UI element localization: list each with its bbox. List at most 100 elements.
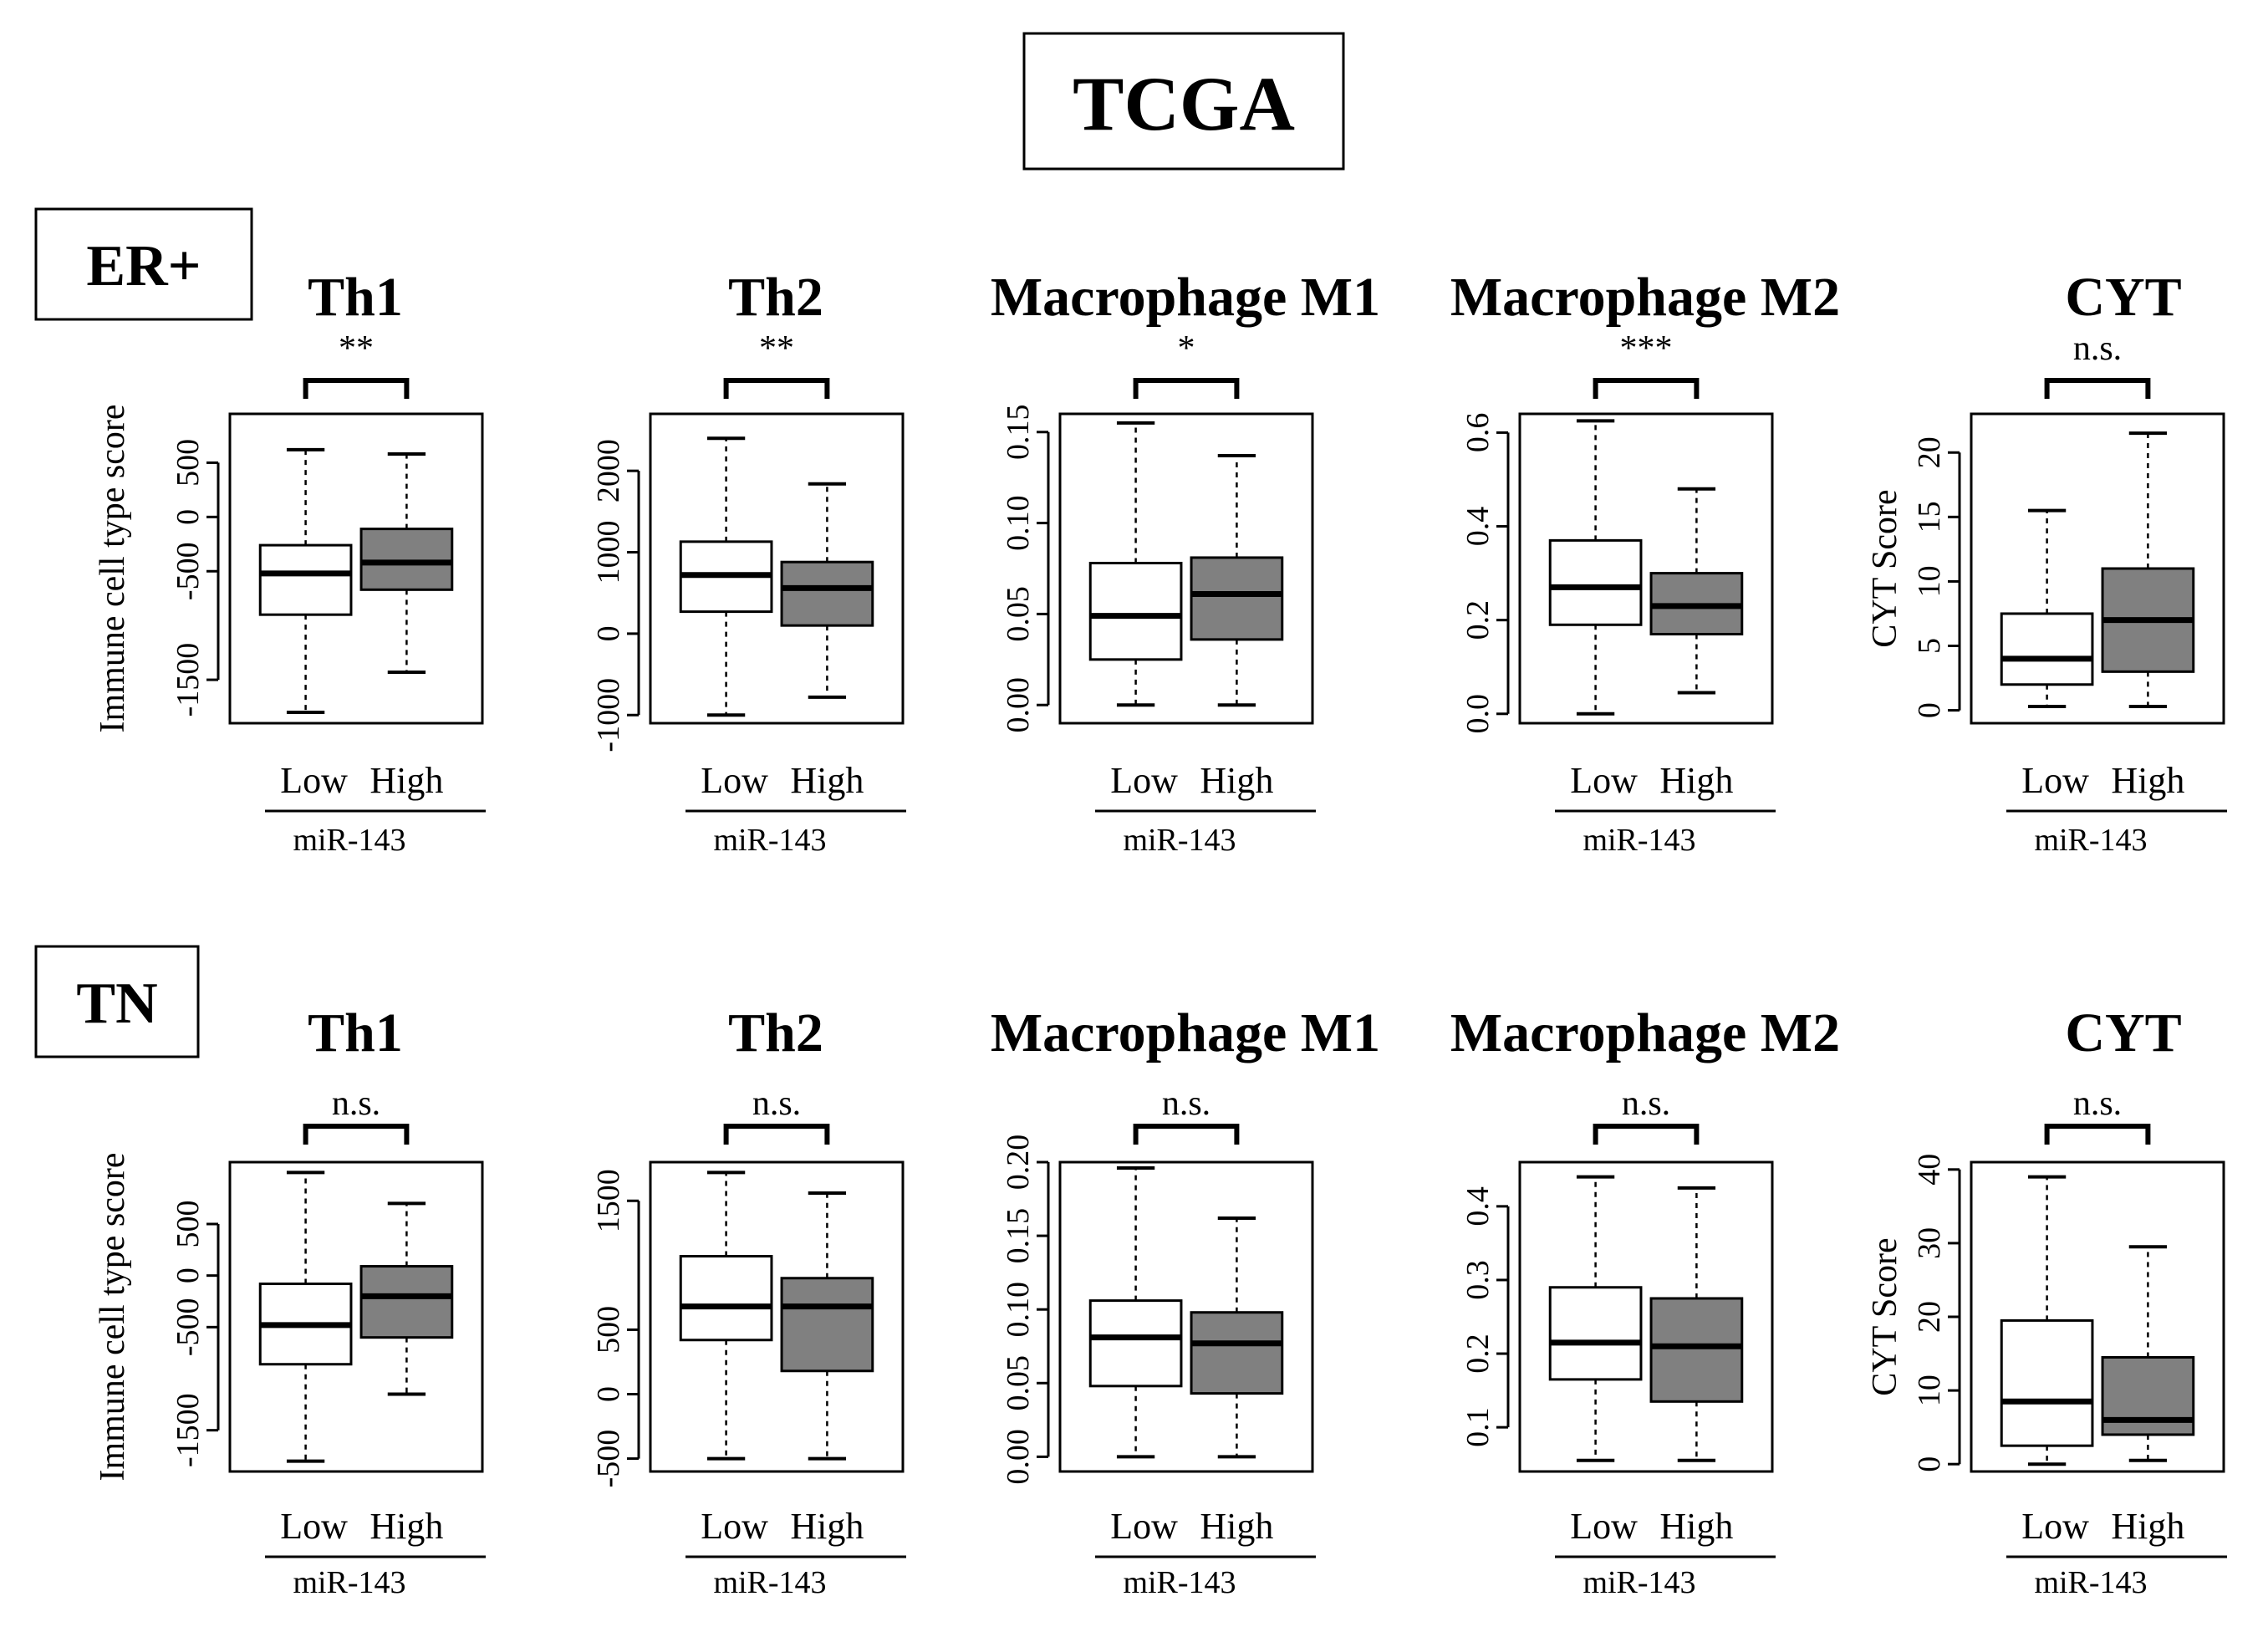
tn-panel-4-significance: n.s. bbox=[1622, 1084, 1670, 1123]
er-pos-panel-1-y-tick-label: 0 bbox=[171, 509, 206, 525]
tn-panel-1-plot-frame bbox=[228, 1160, 484, 1473]
tn-panel-4-y-tick-label: 0.3 bbox=[1460, 1260, 1496, 1300]
er-pos-panel-1-low-box bbox=[258, 543, 353, 616]
er-pos-panel-4-plot-frame bbox=[1518, 412, 1774, 725]
tn-panel-5-y-tick-label: 30 bbox=[1912, 1227, 1947, 1259]
tn-panel-5-x-axis-label: miR-143 bbox=[2034, 1565, 2147, 1600]
er-pos-panel-3-high-box bbox=[1190, 556, 1284, 641]
tn-panel-4-x-axis-label: miR-143 bbox=[1583, 1565, 1695, 1600]
tn-panel-5-y-tick-label: 20 bbox=[1912, 1301, 1947, 1333]
main-title: TCGA bbox=[1073, 61, 1295, 146]
er-pos-panel-2-y-tick-label: 1000 bbox=[591, 521, 626, 584]
er-pos-panel-5-significance-bracket bbox=[2044, 378, 2151, 399]
er-pos-panel-5-category-low: Low bbox=[2021, 760, 2089, 801]
er-pos-panel-3-significance-bracket bbox=[1133, 378, 1240, 399]
tn-panel-5-category-low: Low bbox=[2021, 1506, 2089, 1547]
er-pos-panel-2-y-tick-label: -1000 bbox=[591, 678, 626, 752]
tn-panel-3-low-box bbox=[1088, 1299, 1183, 1388]
tn-panel-1-chart: Th1 n.s. -1500 -500 0 500 Immune cell type sco… bbox=[94, 1002, 486, 1600]
tn-panel-1-category-high: High bbox=[370, 1506, 443, 1547]
er-pos-panel-5-y-axis-label: CYT Score bbox=[1866, 489, 1904, 647]
tn-panel-5-significance-bracket bbox=[2044, 1124, 2151, 1145]
tn-panel-4-low-box bbox=[1548, 1286, 1643, 1381]
er-pos-panel-3-title: Macrophage M1 bbox=[991, 267, 1380, 328]
er-pos-panel-4-significance-bracket bbox=[1593, 378, 1700, 399]
er-pos-panel-2-significance-bracket bbox=[723, 378, 830, 399]
tn-panel-3-y-tick-label: 0.20 bbox=[1001, 1135, 1036, 1191]
tn-panel-3-chart: Macrophage M1 n.s. 0.00 0.05 0.10 0.15 0.20 Low… bbox=[991, 1002, 1380, 1600]
er-pos-panel-4-y-tick-label: 0.0 bbox=[1460, 694, 1496, 734]
er-pos-panel-5-low-box bbox=[2000, 612, 2094, 686]
tn-panel-4-y-tick-label: 0.1 bbox=[1460, 1407, 1496, 1447]
tn-panel-2-low-box bbox=[679, 1255, 773, 1342]
tn-panel-1-x-axis-label: miR-143 bbox=[293, 1565, 405, 1600]
tn-panel-3-y-tick-label: 0.10 bbox=[1001, 1282, 1036, 1338]
er-pos-panel-3-y-tick-label: 0.10 bbox=[1001, 495, 1036, 551]
tn-panel-1-y-tick-label: 500 bbox=[171, 1201, 206, 1248]
er-pos-panel-3-y-tick-label: 0.15 bbox=[1001, 405, 1036, 461]
er-pos-panel-5-y-tick-label: 5 bbox=[1912, 638, 1947, 654]
er-pos-panel-1-chart: Th1** -1500 -500 0 500 Immune cell type score… bbox=[94, 267, 486, 858]
er-pos-panel-1-category-low: Low bbox=[280, 760, 348, 801]
er-pos-panel-1-y-axis-label: Immune cell type score bbox=[94, 404, 132, 732]
tn-panel-1-y-tick-label: -500 bbox=[171, 1298, 206, 1357]
tn-panel-1-significance-bracket bbox=[303, 1124, 410, 1145]
er-pos-panel-4-y-tick-label: 0.2 bbox=[1460, 600, 1496, 640]
er-pos-panel-3-x-axis-label: miR-143 bbox=[1123, 823, 1236, 858]
tn-panel-4-high-box bbox=[1649, 1297, 1744, 1403]
er-pos-panel-5-plot-frame bbox=[1970, 412, 2225, 725]
tn-panel-5-y-tick-label: 40 bbox=[1912, 1154, 1947, 1186]
er-pos-panel-1-x-axis-label: miR-143 bbox=[293, 823, 405, 858]
tn-panel-5-y-tick-label: 0 bbox=[1912, 1456, 1947, 1472]
er-pos-panel-1-y-tick-label: -500 bbox=[171, 542, 206, 600]
er-pos-panel-3-chart: Macrophage M1* 0.00 0.05 0.10 0.15 Low High miR… bbox=[991, 267, 1380, 858]
tn-panel-5-y-axis-label: CYT Score bbox=[1866, 1237, 1904, 1395]
tn-panel-3-y-tick-label: 0.00 bbox=[1001, 1429, 1036, 1485]
er-pos-panel-4-category-low: Low bbox=[1570, 760, 1638, 801]
tn-panel-2-significance: n.s. bbox=[752, 1084, 801, 1123]
tn-panel-4-y-tick-label: 0.2 bbox=[1460, 1334, 1496, 1374]
er-pos-group-label: ER+ bbox=[86, 234, 201, 298]
tn-panel-4-significance-bracket bbox=[1593, 1124, 1700, 1145]
tn-panel-4-chart: Macrophage M2 n.s. 0.1 0.2 0.3 0.4 Low High miR-… bbox=[1450, 1002, 1840, 1600]
tn-panel-1-high-box bbox=[359, 1265, 454, 1339]
tn-panel-1-y-tick-label: 0 bbox=[171, 1267, 206, 1283]
tn-panel-3-high-box bbox=[1190, 1311, 1284, 1395]
er-pos-panel-4-title: Macrophage M2 bbox=[1450, 267, 1840, 328]
tn-panel-2-y-tick-label: 1500 bbox=[591, 1169, 626, 1232]
tn-panel-5-y-tick-label: 10 bbox=[1912, 1375, 1947, 1406]
er-pos-panel-2-x-axis-label: miR-143 bbox=[713, 823, 826, 858]
er-pos-panel-5-significance: n.s. bbox=[2073, 329, 2122, 368]
er-pos-panel-1-high-box bbox=[359, 528, 454, 591]
tn-panel-5-low-box bbox=[2000, 1318, 2094, 1447]
er-pos-panel-2-y-tick-label: 2000 bbox=[591, 439, 626, 502]
tn-panel-5-title: CYT bbox=[2065, 1002, 2181, 1063]
tn-panel-4-plot-frame bbox=[1518, 1160, 1774, 1473]
tn-panel-3-plot-frame bbox=[1058, 1160, 1314, 1473]
tn-panel-4-category-high: High bbox=[1659, 1506, 1733, 1547]
tn-panel-2-y-tick-label: 500 bbox=[591, 1306, 626, 1354]
tn-group-label-box bbox=[34, 945, 200, 1058]
tn-group-label: TN bbox=[76, 972, 157, 1036]
tn-panel-1-category-low: Low bbox=[280, 1506, 348, 1547]
tn-panel-5-chart: CYT n.s. 0 10 20 30 40 CYT Score Low High miR-143 bbox=[1866, 1002, 2227, 1600]
er-pos-panel-5-x-axis-label: miR-143 bbox=[2034, 823, 2147, 858]
er-pos-panel-1-category-high: High bbox=[370, 760, 443, 801]
er-pos-panel-3-significance: * bbox=[1178, 329, 1195, 368]
tn-panel-2-x-axis-label: miR-143 bbox=[713, 1565, 826, 1600]
er-pos-panel-5-category-high: High bbox=[2111, 760, 2184, 801]
tn-panel-1-y-tick-label: -1500 bbox=[171, 1393, 206, 1467]
er-pos-panel-3-category-high: High bbox=[1200, 760, 1273, 801]
er-pos-panel-2-high-box bbox=[780, 560, 874, 627]
er-pos-panel-3-plot-frame bbox=[1058, 412, 1314, 725]
er-pos-panel-1-plot-frame bbox=[228, 412, 484, 725]
er-pos-panel-1-significance-bracket bbox=[303, 378, 410, 399]
er-pos-panel-2-chart: Th2** -1000 0 1000 2000 Low High miR-143 bbox=[591, 267, 906, 858]
tn-panel-5-significance: n.s. bbox=[2073, 1084, 2122, 1123]
tn-panel-2-category-low: Low bbox=[701, 1506, 768, 1547]
tn-panel-3-y-tick-label: 0.15 bbox=[1001, 1208, 1036, 1264]
er-pos-panel-4-significance: *** bbox=[1620, 329, 1673, 368]
